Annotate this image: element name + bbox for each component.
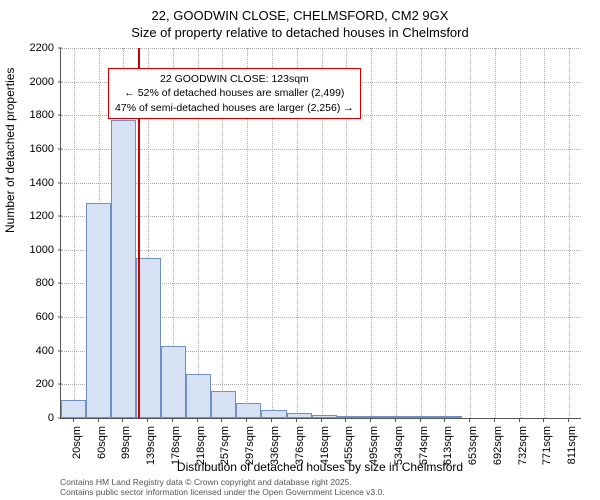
- y-tick-label: 2000: [0, 76, 54, 88]
- plot-area: 22 GOODWIN CLOSE: 123sqm ← 52% of detach…: [60, 48, 581, 419]
- y-axis-ticks: 0200400600800100012001400160018002000220…: [0, 48, 58, 418]
- x-axis-label: Distribution of detached houses by size …: [60, 460, 580, 474]
- chart-title-line2: Size of property relative to detached ho…: [0, 25, 600, 40]
- annotation-line1: 22 GOODWIN CLOSE: 123sqm: [115, 72, 354, 86]
- y-tick-label: 0: [0, 412, 54, 424]
- y-tick-label: 1400: [0, 177, 54, 189]
- x-tick-label: 60sqm: [96, 426, 108, 459]
- x-tick-label: 99sqm: [120, 426, 132, 459]
- histogram-bar: [261, 410, 286, 418]
- annotation-box: 22 GOODWIN CLOSE: 123sqm ← 52% of detach…: [108, 68, 361, 119]
- histogram-bar: [61, 400, 86, 419]
- y-tick-label: 400: [0, 345, 54, 357]
- histogram-bar: [211, 391, 236, 418]
- chart-title-line1: 22, GOODWIN CLOSE, CHELMSFORD, CM2 9GX: [0, 8, 600, 23]
- footer-attribution: Contains HM Land Registry data © Crown c…: [60, 477, 385, 497]
- histogram-bar: [86, 203, 111, 418]
- y-tick-label: 1800: [0, 109, 54, 121]
- chart-container: 22, GOODWIN CLOSE, CHELMSFORD, CM2 9GX S…: [0, 0, 600, 500]
- histogram-bar: [111, 120, 136, 418]
- y-tick-label: 1200: [0, 210, 54, 222]
- footer-line2: Contains public sector information licen…: [60, 487, 385, 497]
- histogram-bar: [186, 374, 211, 418]
- y-tick-label: 600: [0, 311, 54, 323]
- y-tick-label: 1600: [0, 143, 54, 155]
- histogram-bar: [236, 403, 261, 418]
- y-tick-label: 800: [0, 277, 54, 289]
- annotation-line3: 47% of semi-detached houses are larger (…: [115, 101, 354, 115]
- annotation-line2: ← 52% of detached houses are smaller (2,…: [115, 86, 354, 100]
- x-tick-label: 20sqm: [71, 426, 83, 459]
- histogram-bar: [161, 346, 186, 418]
- x-tick-label: 811sqm: [566, 426, 578, 464]
- y-tick-label: 200: [0, 378, 54, 390]
- y-tick-label: 2200: [0, 42, 54, 54]
- y-tick-label: 1000: [0, 244, 54, 256]
- footer-line1: Contains HM Land Registry data © Crown c…: [60, 477, 385, 487]
